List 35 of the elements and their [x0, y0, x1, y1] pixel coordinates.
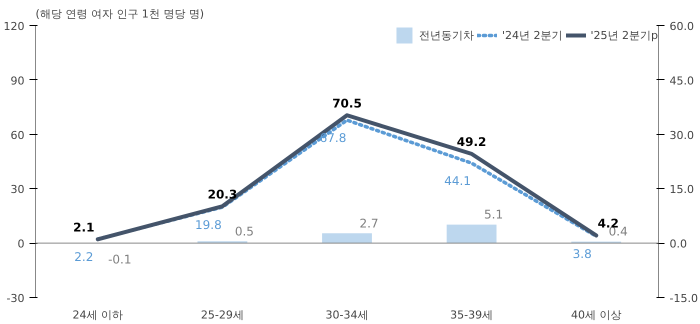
data-label: 19.8	[195, 218, 222, 232]
y-tick-label: 120	[4, 20, 25, 33]
y2-tick-label: 0.0	[670, 238, 687, 251]
data-label: 2.1	[73, 220, 94, 234]
bar	[446, 224, 497, 244]
y2-tick-label: 15.0	[670, 183, 694, 196]
x-tick-label: 30-34세	[326, 308, 368, 322]
x-tick-label: 24세 이하	[72, 308, 124, 322]
y2-tick-label: 60.0	[670, 20, 694, 33]
data-label: 2.7	[359, 216, 379, 230]
bar	[322, 233, 372, 244]
y-tick-label: 30	[10, 183, 25, 196]
x-tick-label: 25-29세	[200, 308, 244, 322]
legend-label: '25년 2분기p	[590, 28, 658, 42]
y-tick-label: 90	[10, 74, 25, 88]
y2-tick-label: -15.0	[670, 292, 698, 305]
legend-label: '24년 2분기	[502, 28, 562, 42]
data-label: 44.1	[444, 174, 471, 188]
y-tick-label: 0	[18, 238, 24, 251]
data-label: 70.5	[332, 96, 362, 110]
y2-tick-label: 45.0	[670, 74, 694, 88]
y-axis-title: (해당 연령 여자 인구 1천 명당 명)	[36, 8, 204, 20]
data-label: 2.2	[74, 250, 94, 264]
y2-tick-label: 30.0	[670, 128, 694, 142]
data-label: -0.1	[108, 252, 132, 266]
data-label: 3.8	[572, 247, 592, 262]
data-label: 5.1	[484, 208, 504, 222]
y-tick-label: 60	[10, 128, 25, 142]
x-tick-label: 40세 이상	[570, 308, 622, 322]
y-tick-label: -30	[6, 292, 24, 305]
data-label: 49.2	[456, 134, 486, 149]
x-tick-label: 35-39세	[450, 308, 494, 322]
legend-label: 전년동기차	[418, 28, 474, 42]
data-label: 20.3	[208, 187, 238, 202]
data-label: 0.5	[234, 224, 254, 238]
